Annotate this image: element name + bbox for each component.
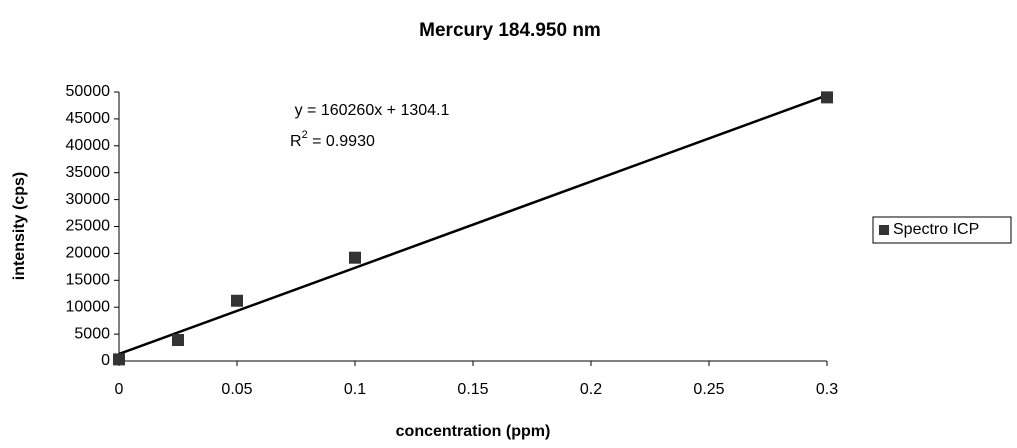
chart-title: Mercury 184.950 nm — [419, 20, 601, 41]
x-tick-label: 0.2 — [580, 381, 602, 398]
x-axis-label: concentration (ppm) — [396, 423, 551, 440]
trendline — [118, 94, 828, 356]
y-tick-label: 40000 — [66, 137, 111, 154]
r-squared: R2 = 0.9930 — [290, 129, 375, 150]
legend-box — [872, 216, 1012, 244]
marker — [821, 91, 833, 104]
y-tick-label: 30000 — [66, 191, 111, 208]
legend-label: Spectro ICP — [893, 221, 979, 238]
x-tick-label: 0.25 — [693, 381, 724, 398]
r-rest: = 0.9930 — [308, 133, 375, 150]
x-tick-label: 0 — [115, 381, 124, 398]
y-tick-label: 50000 — [66, 83, 111, 100]
r-base: R — [290, 133, 302, 150]
marker — [349, 251, 361, 264]
x-tick-label: 0.15 — [457, 381, 488, 398]
y-tick-label: 15000 — [66, 272, 111, 289]
marker — [172, 334, 184, 347]
y-axis-label: intensity (cps) — [11, 172, 28, 280]
marker — [231, 294, 243, 307]
y-tick-label: 25000 — [66, 218, 111, 235]
y-tick-label: 5000 — [74, 325, 110, 342]
x-tick-label: 0.05 — [221, 381, 252, 398]
r-exponent: 2 — [302, 129, 308, 141]
y-tick-label: 45000 — [66, 110, 111, 127]
y-tick-label: 10000 — [66, 298, 111, 315]
trend-equation: y = 160260x + 1304.1 — [295, 102, 450, 119]
marker — [113, 353, 125, 366]
y-tick-label: 0 — [101, 352, 110, 369]
x-tick-label: 0.3 — [816, 381, 838, 398]
legend: Spectro ICP — [872, 216, 1012, 244]
x-tick-label: 0.1 — [344, 381, 366, 398]
y-tick-label: 20000 — [66, 245, 111, 262]
y-tick-label: 35000 — [66, 164, 111, 181]
legend-marker — [879, 225, 889, 235]
